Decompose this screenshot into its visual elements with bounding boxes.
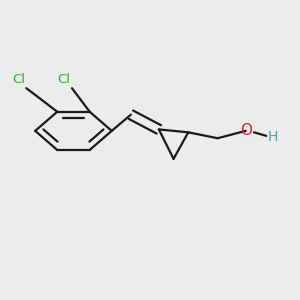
Text: Cl: Cl [12, 73, 25, 86]
Text: H: H [268, 130, 278, 144]
Text: Cl: Cl [58, 73, 70, 86]
Text: O: O [240, 123, 252, 138]
